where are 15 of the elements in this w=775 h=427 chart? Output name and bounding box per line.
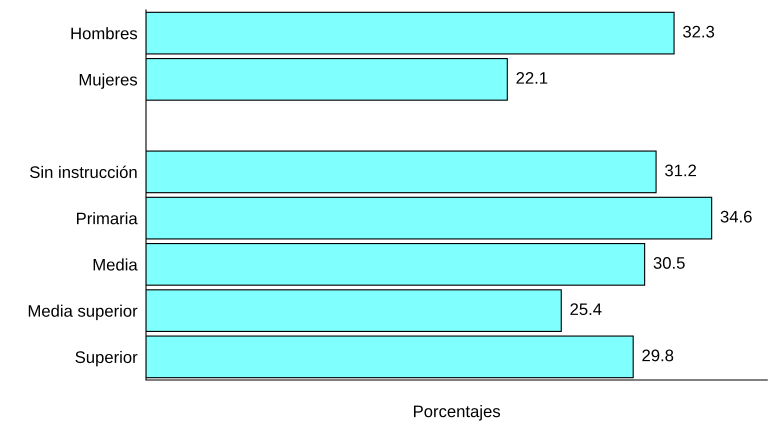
- data-label: 32.3: [683, 26, 714, 38]
- data-label: 25.4: [570, 303, 602, 316]
- data-label: 30.5: [654, 257, 685, 269]
- x-axis-title: Porcentajes: [414, 405, 500, 421]
- y-tick-label: Media: [94, 258, 138, 271]
- data-label: 22.1: [516, 72, 548, 84]
- y-tick-label: Mujeres: [80, 73, 138, 89]
- y-tick-label: Superior: [75, 350, 138, 366]
- data-label: 34.6: [720, 210, 752, 223]
- y-tick-label: Hombres: [71, 27, 138, 40]
- y-tick-label: Primaria: [76, 212, 138, 224]
- data-label: 31.2: [665, 164, 696, 176]
- y-tick-label: Media superior: [28, 304, 138, 320]
- data-label: 29.8: [642, 350, 674, 362]
- y-tick-label: Sin instrucción: [30, 166, 137, 178]
